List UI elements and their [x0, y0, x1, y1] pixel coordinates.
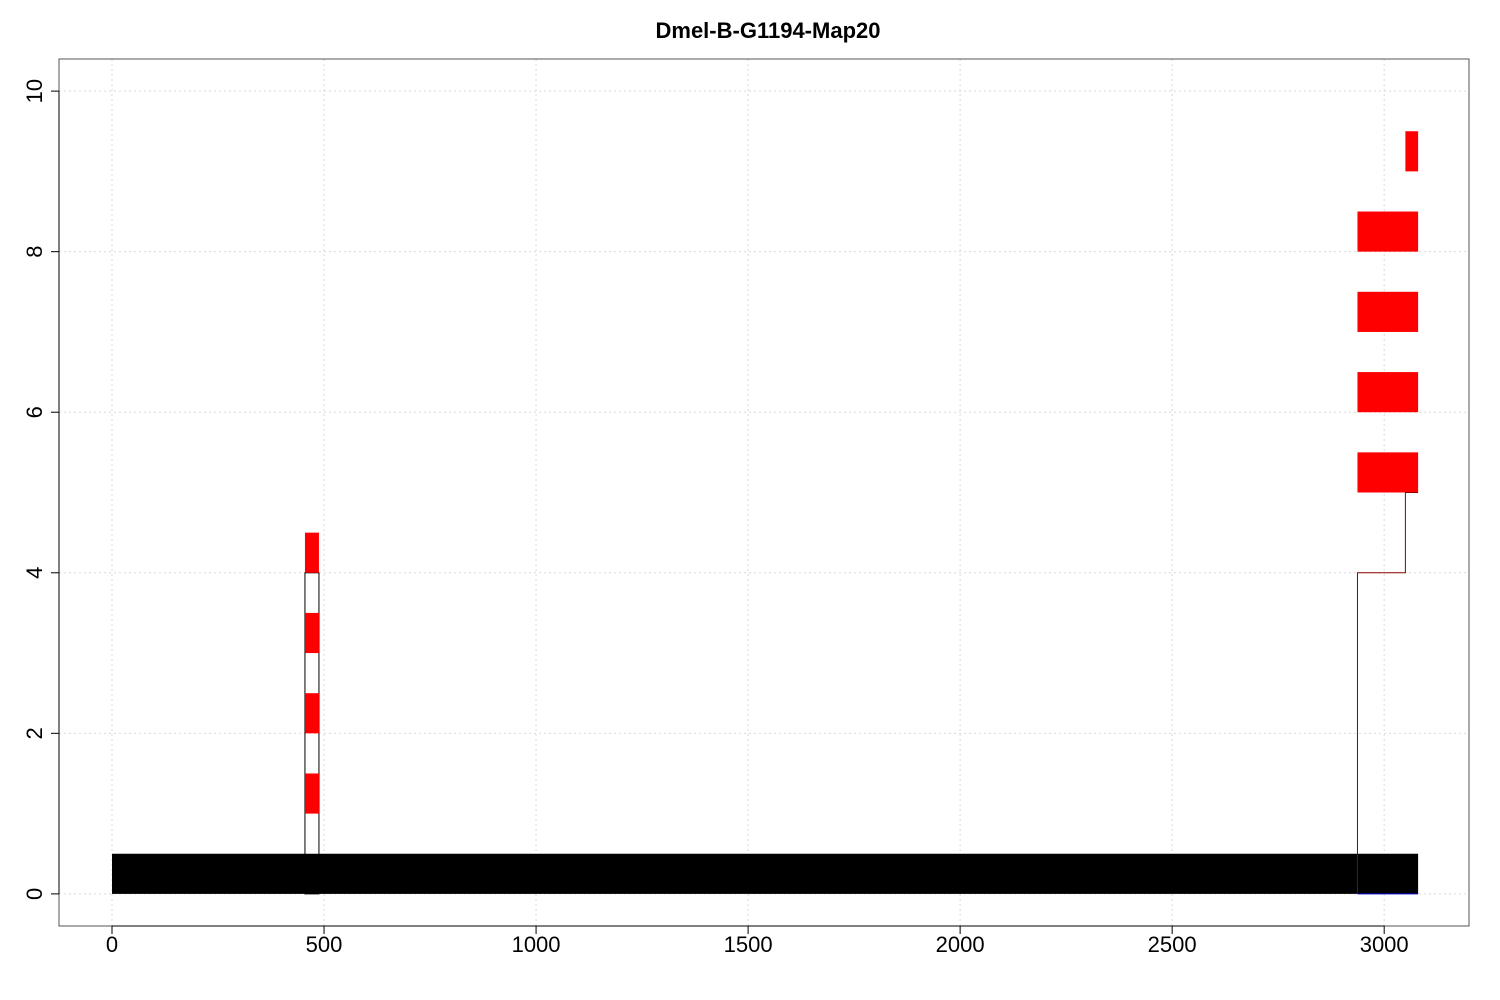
grid	[59, 59, 1469, 926]
match-bar	[1357, 291, 1419, 332]
y-tick-label: 0	[22, 888, 47, 900]
y-tick-label: 6	[22, 406, 47, 418]
plot-frame	[58, 58, 1470, 927]
match-bar	[1357, 372, 1419, 413]
match-bar	[304, 773, 319, 814]
x-tick-label: 2000	[936, 932, 985, 957]
x-axis: 0 500 1000 1500 2000 2500 3000	[106, 925, 1409, 957]
x-tick-label: 2500	[1148, 932, 1197, 957]
y-tick-label: 8	[22, 246, 47, 258]
chart-title: Dmel-B-G1194-Map20	[656, 18, 881, 43]
match-bar	[1405, 131, 1419, 172]
match-bar	[304, 532, 319, 573]
match-bar	[304, 612, 319, 654]
x-tick-label: 1000	[512, 932, 561, 957]
y-tick-label: 10	[22, 79, 47, 103]
match-bar	[1357, 211, 1419, 252]
reference-bar	[112, 853, 1419, 894]
x-tick-label: 3000	[1360, 932, 1409, 957]
y-tick-label: 2	[22, 727, 47, 739]
step-line	[1356, 492, 1419, 894]
x-tick-label: 0	[106, 932, 118, 957]
y-tick-label: 4	[22, 567, 47, 579]
match-bar	[304, 693, 319, 734]
match-bar	[1357, 452, 1419, 493]
x-tick-label: 1500	[724, 932, 773, 957]
x-tick-label: 500	[306, 932, 343, 957]
y-axis: 0 2 4 6 8 10	[22, 79, 60, 900]
plot-area	[112, 131, 1419, 895]
